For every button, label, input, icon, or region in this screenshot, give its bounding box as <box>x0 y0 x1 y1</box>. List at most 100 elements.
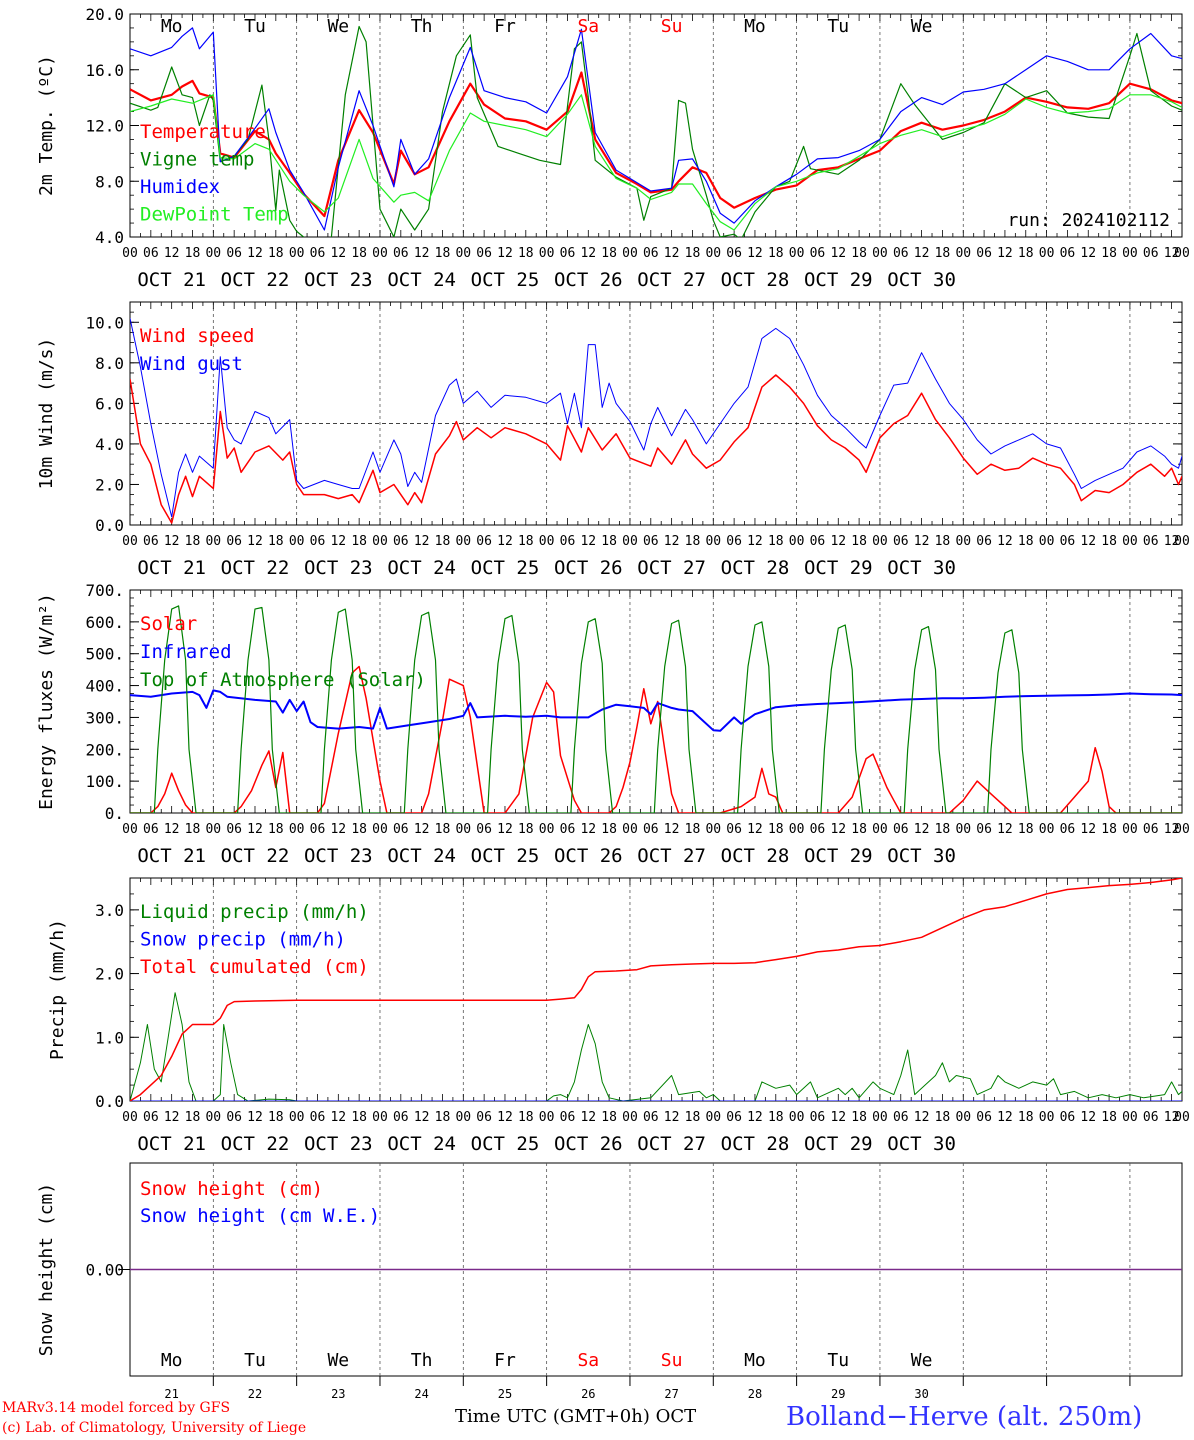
x-hour-label: 12 <box>330 1110 346 1125</box>
x-hour-label: 06 <box>643 822 659 837</box>
x-hour-label: 00 <box>622 246 638 261</box>
x-day-label: OCT 30 <box>887 1133 956 1155</box>
x-hour-label: 12 <box>414 822 430 837</box>
x-hour-label: 12 <box>330 534 346 549</box>
x-hour-label: 18 <box>851 822 867 837</box>
x-hour-label: 06 <box>310 1110 326 1125</box>
x-hour-label: 00 <box>1174 534 1190 549</box>
x-day-label: OCT 29 <box>804 845 873 867</box>
x-day-label: OCT 27 <box>637 845 706 867</box>
x-hour-label: 18 <box>1018 246 1034 261</box>
x-hour-label: 00 <box>872 246 888 261</box>
x-hour-label: 06 <box>226 822 242 837</box>
weekday-label: Mo <box>744 1350 766 1371</box>
legend-entry: Temperature <box>140 121 266 143</box>
x-day-label: OCT 29 <box>804 269 873 291</box>
x-day-label: OCT 23 <box>304 557 373 579</box>
weekday-label: Th <box>411 16 433 37</box>
x-hour-label: 18 <box>185 534 201 549</box>
x-hour-label: 18 <box>518 822 534 837</box>
x-hour-label: 06 <box>393 822 409 837</box>
x-hour-label: 12 <box>247 1110 263 1125</box>
x-day-label: OCT 22 <box>221 1133 290 1155</box>
y-axis-label: Energy fluxes (W/m²) <box>36 593 57 810</box>
legend-entry: Humidex <box>140 176 220 198</box>
weekday-label: We <box>327 16 349 37</box>
x-hour-label: 06 <box>393 1110 409 1125</box>
x-day-label: OCT 28 <box>721 269 790 291</box>
weekday-label: Sa <box>577 16 599 37</box>
humidex-line <box>130 27 1182 231</box>
x-hour-label: 06 <box>393 246 409 261</box>
x-hour-label: 12 <box>747 534 763 549</box>
x-hour-label: 12 <box>1080 822 1096 837</box>
x-hour-label: 06 <box>726 1110 742 1125</box>
x-hour-label: 18 <box>518 1110 534 1125</box>
x-hour-label: 06 <box>810 822 826 837</box>
x-hour-label: 18 <box>1101 822 1117 837</box>
x-hour-label: 06 <box>976 1110 992 1125</box>
x-hour-label: 00 <box>872 534 888 549</box>
x-hour-label: 12 <box>830 822 846 837</box>
y-tick-label: 0.0 <box>95 1092 124 1111</box>
legend-entry: Wind speed <box>140 325 254 347</box>
x-hour-label: 06 <box>810 1110 826 1125</box>
x-hour-label: 12 <box>414 1110 430 1125</box>
x-hour-label: 06 <box>1143 1110 1159 1125</box>
x-hour-label: 00 <box>1122 246 1138 261</box>
legend-entry: Top of Atmosphere (Solar) <box>140 669 426 691</box>
x-day-label: OCT 22 <box>221 269 290 291</box>
x-hour-label: 06 <box>810 246 826 261</box>
x-hour-label: 00 <box>789 246 805 261</box>
x-hour-label: 06 <box>226 534 242 549</box>
x-hour-label: 18 <box>185 822 201 837</box>
x-hour-label: 00 <box>1122 534 1138 549</box>
x-hour-label: 00 <box>955 246 971 261</box>
x-hour-label: 00 <box>289 534 305 549</box>
x-hour-label: 12 <box>1080 246 1096 261</box>
weekday-label: Mo <box>744 16 766 37</box>
x-hour-label: 18 <box>1018 1110 1034 1125</box>
x-hour-label: 12 <box>497 1110 513 1125</box>
x-hour-label: 06 <box>1143 822 1159 837</box>
x-day-label: OCT 27 <box>637 557 706 579</box>
x-hour-label: 18 <box>518 246 534 261</box>
x-hour-label: 12 <box>1080 1110 1096 1125</box>
x-hour-label: 00 <box>289 1110 305 1125</box>
x-hour-label: 18 <box>1018 822 1034 837</box>
x-hour-label: 06 <box>1143 534 1159 549</box>
time-axis-label: Time UTC (GMT+0h) OCT <box>455 1406 697 1427</box>
y-tick-label: 4.0 <box>95 228 124 247</box>
y-tick-label: 500. <box>85 645 124 664</box>
x-hour-label: 12 <box>664 822 680 837</box>
y-tick-label: 0. <box>105 804 124 823</box>
x-hour-label: 06 <box>1060 534 1076 549</box>
y-tick-label: 200. <box>85 740 124 759</box>
x-hour-label: 06 <box>893 246 909 261</box>
weekday-label: Fr <box>494 1350 516 1371</box>
x-hour-label: 00 <box>789 1110 805 1125</box>
x-hour-label: 18 <box>351 822 367 837</box>
x-hour-label: 06 <box>726 822 742 837</box>
x-day-label: OCT 26 <box>554 269 623 291</box>
x-hour-label: 06 <box>560 534 576 549</box>
x-hour-label: 06 <box>476 534 492 549</box>
weekday-label: We <box>911 16 933 37</box>
station-name: Bolland−Herve (alt. 250m) <box>786 1402 1143 1432</box>
x-hour-label: 00 <box>789 534 805 549</box>
x-hour-label: 18 <box>851 534 867 549</box>
x-hour-label: 06 <box>976 246 992 261</box>
x-hour-label: 06 <box>976 534 992 549</box>
x-hour-label: 12 <box>1164 1110 1180 1125</box>
x-hour-label: 06 <box>560 1110 576 1125</box>
x-hour-label: 18 <box>768 822 784 837</box>
run-annotation: run: 2024102112 <box>1007 210 1170 231</box>
temperature-line <box>130 71 1182 218</box>
x-hour-label: 18 <box>1101 246 1117 261</box>
x-hour-label: 12 <box>747 1110 763 1125</box>
legend-entry: Infrared <box>140 641 232 663</box>
y-tick-label: 10.0 <box>85 313 124 332</box>
wind-gust-line <box>130 318 1182 518</box>
x-hour-label: 18 <box>601 822 617 837</box>
